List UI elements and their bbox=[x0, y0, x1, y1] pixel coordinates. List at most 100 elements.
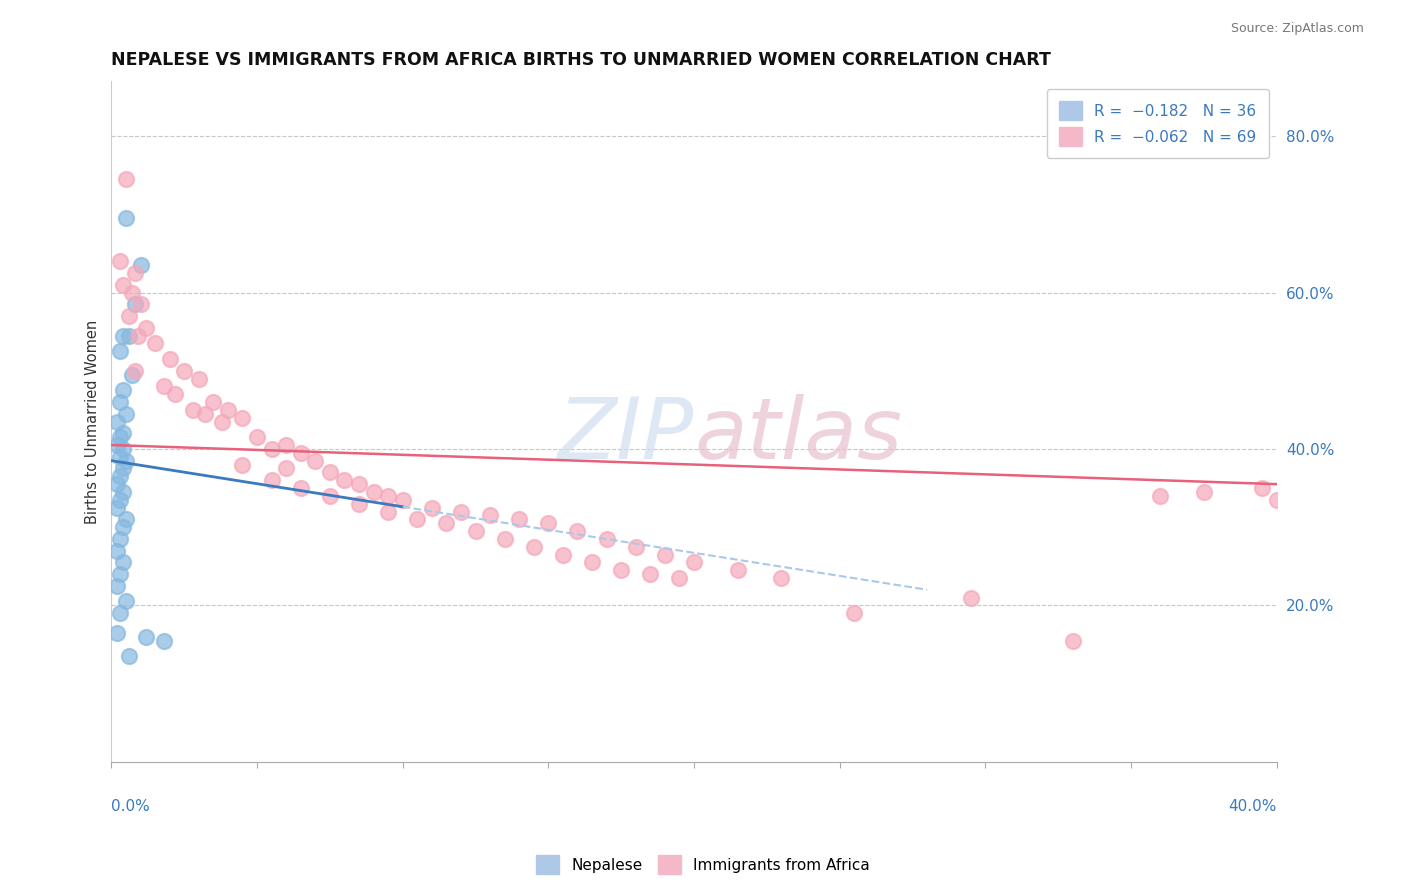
Point bbox=[420, 500, 443, 515]
Point bbox=[567, 524, 589, 538]
Point bbox=[143, 336, 166, 351]
Point bbox=[508, 512, 530, 526]
Point bbox=[105, 500, 128, 515]
Point bbox=[959, 591, 981, 605]
Point bbox=[276, 438, 298, 452]
Point bbox=[105, 415, 128, 429]
Point bbox=[129, 258, 152, 272]
Point bbox=[173, 364, 195, 378]
Point bbox=[260, 473, 283, 487]
Point bbox=[187, 371, 209, 385]
Point bbox=[202, 395, 225, 409]
Text: ZIP: ZIP bbox=[558, 393, 695, 476]
Point bbox=[610, 563, 633, 577]
Point bbox=[231, 410, 253, 425]
Point bbox=[319, 489, 342, 503]
Point bbox=[108, 567, 131, 582]
Point bbox=[624, 540, 647, 554]
Point bbox=[211, 415, 233, 429]
Point bbox=[377, 489, 399, 503]
Point bbox=[115, 594, 138, 608]
Point bbox=[105, 625, 128, 640]
Point bbox=[153, 633, 176, 648]
Point bbox=[135, 630, 157, 644]
Point bbox=[121, 285, 143, 300]
Point bbox=[537, 516, 560, 531]
Point bbox=[112, 384, 135, 398]
Text: NEPALESE VS IMMIGRANTS FROM AFRICA BIRTHS TO UNMARRIED WOMEN CORRELATION CHART: NEPALESE VS IMMIGRANTS FROM AFRICA BIRTH… bbox=[111, 51, 1052, 69]
Point bbox=[595, 532, 617, 546]
Point bbox=[108, 492, 131, 507]
Point bbox=[115, 407, 138, 421]
Point bbox=[121, 368, 143, 382]
Point bbox=[640, 567, 662, 582]
Point bbox=[118, 309, 141, 323]
Point bbox=[391, 492, 413, 507]
Point bbox=[1149, 489, 1171, 503]
Point bbox=[194, 407, 217, 421]
Point bbox=[108, 532, 131, 546]
Point bbox=[260, 442, 283, 456]
Point bbox=[304, 453, 326, 467]
Text: 40.0%: 40.0% bbox=[1229, 799, 1277, 814]
Point bbox=[124, 266, 146, 280]
Point bbox=[105, 477, 128, 491]
Y-axis label: Births to Unmarried Women: Births to Unmarried Women bbox=[86, 319, 100, 524]
Point bbox=[112, 485, 135, 500]
Point bbox=[118, 649, 141, 664]
Point bbox=[115, 211, 138, 226]
Point bbox=[347, 497, 370, 511]
Point bbox=[464, 524, 486, 538]
Point bbox=[683, 555, 706, 569]
Point bbox=[124, 297, 146, 311]
Point bbox=[105, 579, 128, 593]
Point bbox=[124, 364, 146, 378]
Point bbox=[450, 504, 472, 518]
Point bbox=[115, 172, 138, 186]
Point bbox=[115, 512, 138, 526]
Point bbox=[727, 563, 749, 577]
Point bbox=[165, 387, 187, 401]
Point bbox=[406, 512, 429, 526]
Point bbox=[844, 606, 866, 620]
Point bbox=[246, 430, 269, 444]
Point bbox=[108, 254, 131, 268]
Point bbox=[108, 344, 131, 359]
Point bbox=[112, 328, 135, 343]
Point bbox=[319, 466, 342, 480]
Point bbox=[108, 450, 131, 464]
Point bbox=[129, 297, 152, 311]
Point bbox=[108, 395, 131, 409]
Point bbox=[1062, 633, 1084, 648]
Point bbox=[108, 606, 131, 620]
Point bbox=[347, 477, 370, 491]
Point bbox=[479, 508, 502, 523]
Point bbox=[363, 485, 385, 500]
Point bbox=[217, 402, 239, 417]
Text: 0.0%: 0.0% bbox=[111, 799, 150, 814]
Point bbox=[181, 402, 204, 417]
Point bbox=[118, 328, 141, 343]
Point bbox=[1192, 485, 1215, 500]
Point bbox=[581, 555, 603, 569]
Point bbox=[153, 379, 176, 393]
Point bbox=[377, 504, 399, 518]
Point bbox=[290, 481, 312, 495]
Point bbox=[494, 532, 516, 546]
Point bbox=[112, 555, 135, 569]
Point bbox=[127, 328, 149, 343]
Point bbox=[105, 543, 128, 558]
Point bbox=[551, 548, 574, 562]
Point bbox=[159, 351, 181, 366]
Legend: R =  −0.182   N = 36, R =  −0.062   N = 69: R = −0.182 N = 36, R = −0.062 N = 69 bbox=[1047, 89, 1268, 159]
Text: Source: ZipAtlas.com: Source: ZipAtlas.com bbox=[1230, 22, 1364, 36]
Point bbox=[290, 446, 312, 460]
Point bbox=[1265, 492, 1288, 507]
Point bbox=[112, 277, 135, 292]
Point bbox=[108, 469, 131, 483]
Point bbox=[135, 320, 157, 334]
Point bbox=[108, 430, 131, 444]
Point bbox=[115, 453, 138, 467]
Text: atlas: atlas bbox=[695, 393, 903, 476]
Point bbox=[333, 473, 356, 487]
